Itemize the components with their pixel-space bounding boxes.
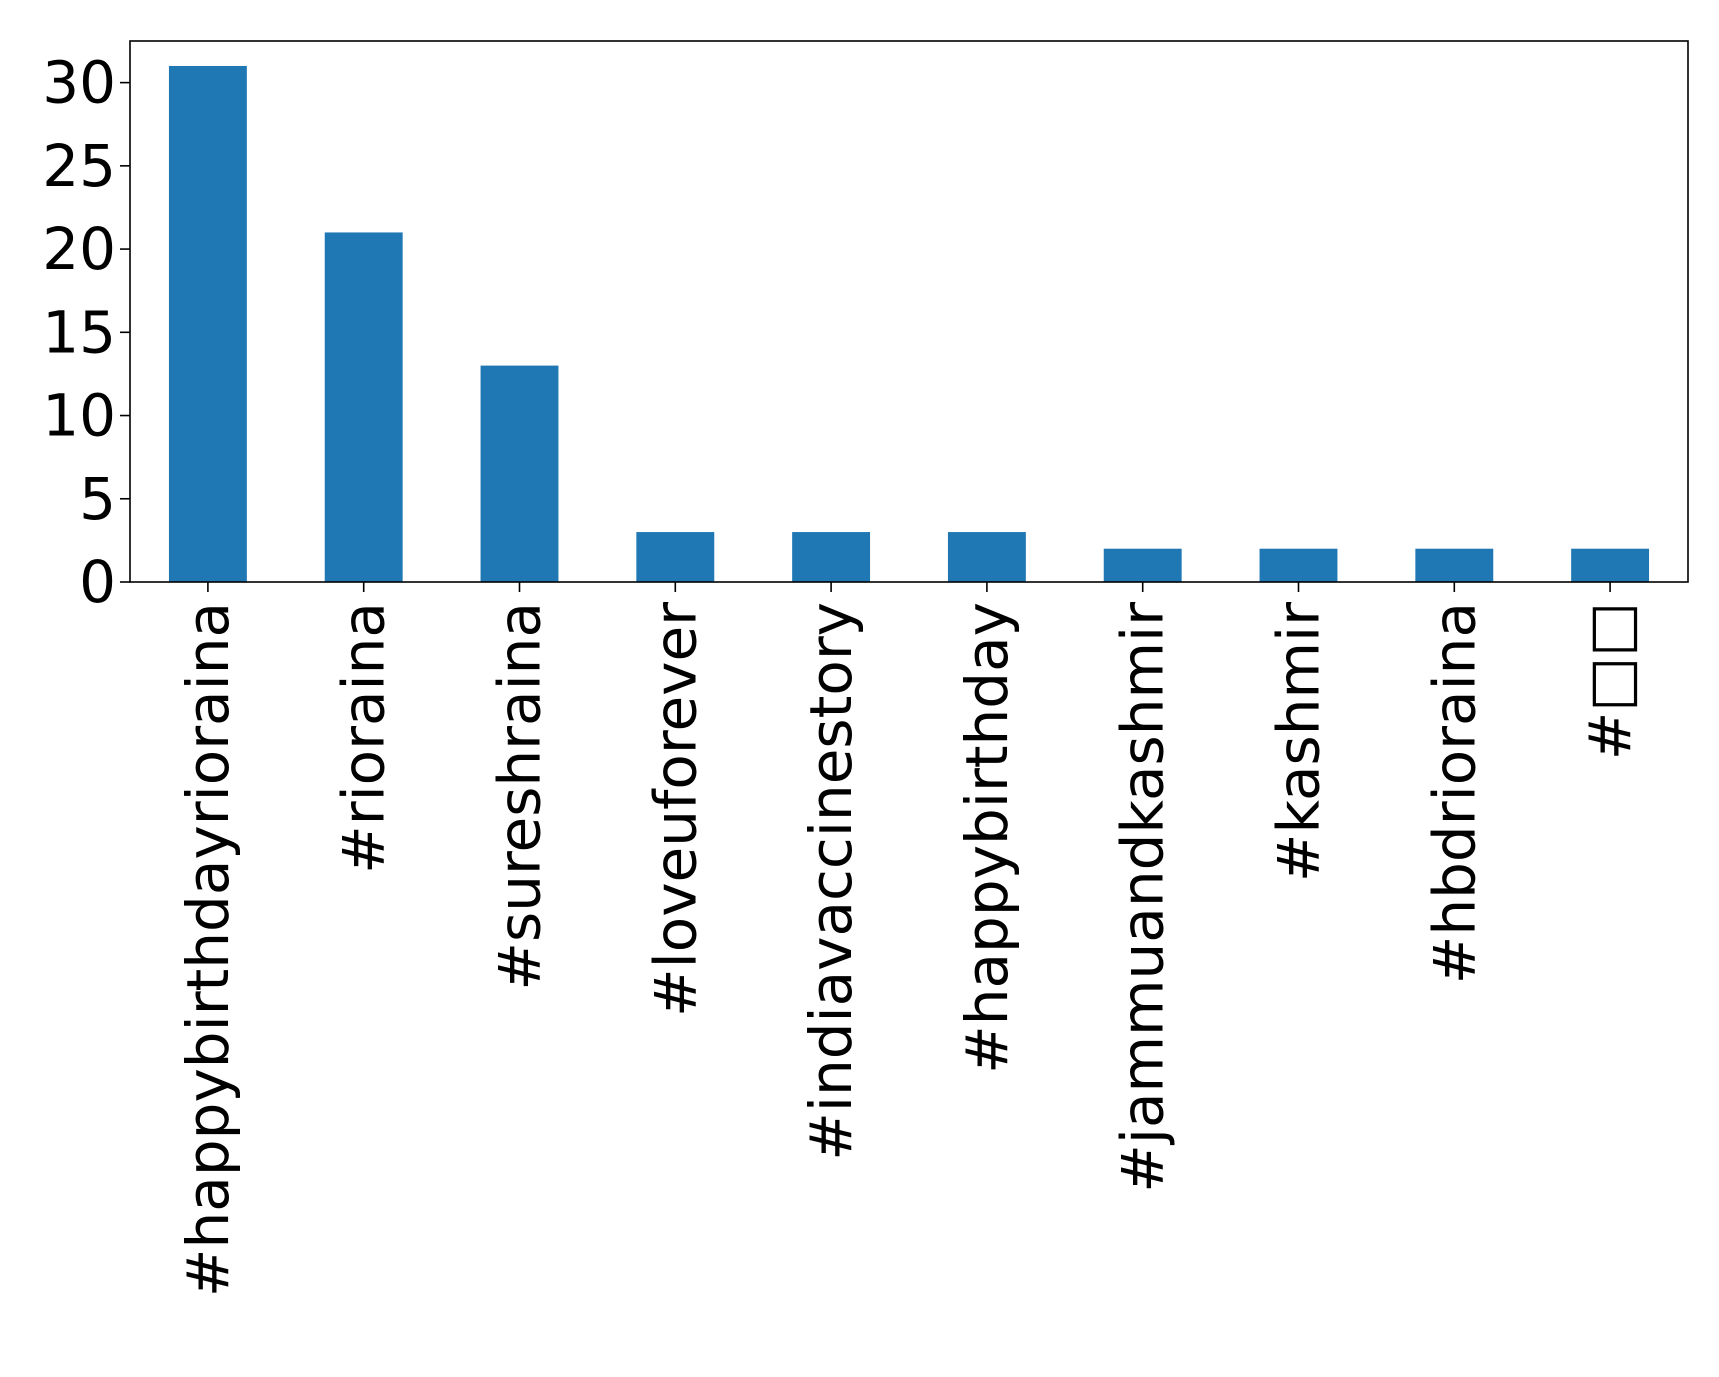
bar-2 bbox=[480, 365, 559, 582]
bar-8 bbox=[1415, 548, 1494, 582]
plot-frame bbox=[129, 40, 1689, 583]
bar-6 bbox=[1103, 548, 1182, 582]
bar-4 bbox=[792, 532, 871, 582]
x-tick-label-3: #loveuforever bbox=[641, 602, 709, 1017]
x-tick-label-1: #rioraina bbox=[330, 602, 398, 874]
x-tick-label-7: #kashmir bbox=[1265, 602, 1333, 882]
bar-3 bbox=[636, 532, 715, 582]
x-tick-label-0: #happybirthdayrioraina bbox=[174, 602, 242, 1297]
x-tick-label-4: #indiavaccinestory bbox=[797, 602, 865, 1161]
x-axis: #happybirthdayrioraina #rioraina #sureshra… bbox=[174, 582, 1644, 1297]
x-tick-label-2: #sureshraina bbox=[486, 602, 554, 991]
y-tick-label-6: 30 bbox=[42, 49, 116, 117]
y-tick-label-5: 25 bbox=[42, 132, 116, 200]
y-tick-label-2: 10 bbox=[42, 382, 116, 450]
x-tick-label-8: #hbdrioraina bbox=[1420, 602, 1488, 984]
y-axis: 0 5 10 15 20 25 30 bbox=[42, 49, 130, 616]
x-tick-label-5: #happybirthday bbox=[953, 602, 1021, 1074]
y-tick-label-0: 0 bbox=[79, 548, 116, 616]
y-tick-label-3: 15 bbox=[42, 298, 116, 366]
x-tick-label-6: #jammuandkashmir bbox=[1109, 602, 1177, 1193]
bar-5 bbox=[947, 532, 1026, 582]
y-tick-label-1: 5 bbox=[79, 465, 116, 533]
bar-9 bbox=[1571, 548, 1650, 582]
bar-1 bbox=[324, 232, 403, 582]
x-tick-label-9: #□□ bbox=[1576, 602, 1644, 760]
y-tick-label-4: 20 bbox=[42, 215, 116, 283]
bars-group bbox=[168, 65, 1650, 582]
bar-0 bbox=[168, 65, 247, 582]
bar-7 bbox=[1259, 548, 1338, 582]
